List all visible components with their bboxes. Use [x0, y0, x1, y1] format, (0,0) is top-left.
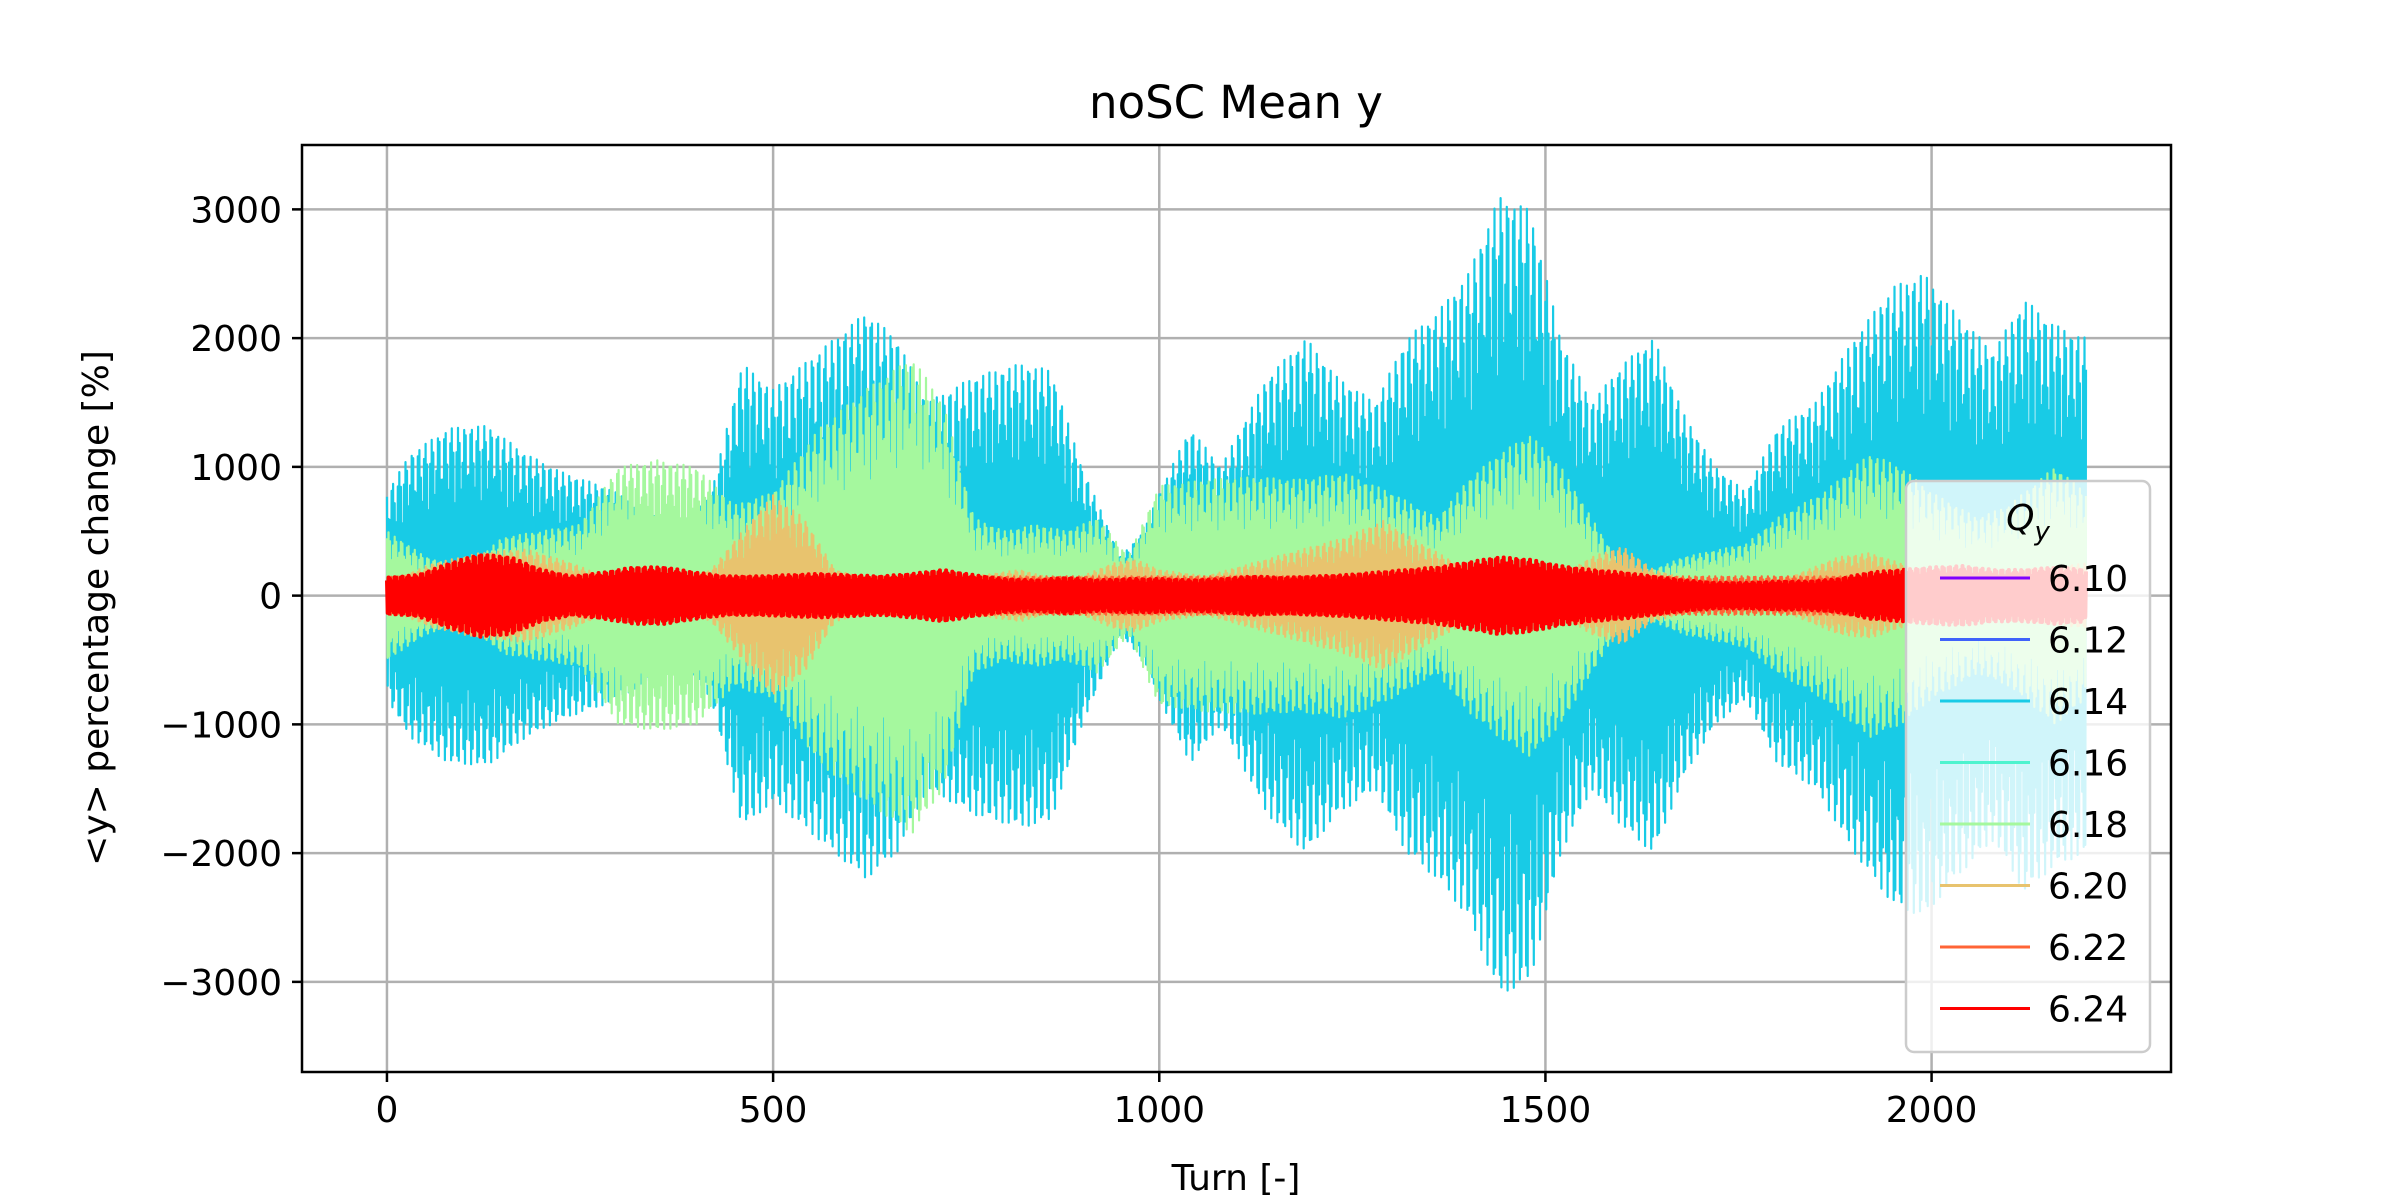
series-line-6-24 — [385, 553, 2088, 639]
x-tick-label: 0 — [376, 1090, 399, 1131]
chart-title: noSC Mean y — [1089, 76, 1383, 129]
x-tick-label: 1000 — [1113, 1090, 1205, 1131]
x-tick-label: 2000 — [1886, 1090, 1978, 1131]
y-tick-label: 1000 — [190, 448, 282, 489]
x-tick-label: 500 — [739, 1090, 808, 1131]
y-tick-label: −1000 — [160, 705, 282, 746]
legend-entry-label: 6.22 — [2048, 928, 2128, 969]
axis-ticks: 0 500 1000 1500 2000 −3000 −2000 −1000 0 1000 2000… — [160, 190, 1977, 1131]
legend-entry-label: 6.24 — [2048, 990, 2128, 1031]
y-tick-label: −2000 — [160, 834, 282, 875]
legend: Qy 6.10 6.12 6.14 6.16 6.18 6.20 6.22 6.24 — [1904, 479, 2152, 1054]
legend-entries: 6.10 6.12 6.14 6.16 6.18 6.20 6.22 6.24 — [1940, 559, 2128, 1031]
legend-entry-label: 6.20 — [2048, 867, 2128, 908]
y-axis-label: <y> percentage change [%] — [76, 350, 117, 866]
legend-entry-label: 6.10 — [2048, 559, 2128, 600]
legend-entry-label: 6.12 — [2048, 621, 2128, 662]
legend-title-sub: y — [2033, 517, 2050, 547]
series-group — [385, 197, 2088, 992]
legend-entry-label: 6.18 — [2048, 805, 2128, 846]
y-tick-label: −3000 — [160, 963, 282, 1004]
legend-entry-label: 6.14 — [2048, 682, 2128, 723]
legend-title-base: Q — [2006, 498, 2034, 539]
y-tick-label: 3000 — [190, 190, 282, 231]
plot-frame — [300, 143, 2173, 1074]
legend-entry-label: 6.16 — [2048, 744, 2128, 785]
x-tick-label: 1500 — [1500, 1090, 1592, 1131]
legend-box — [1904, 479, 2152, 1054]
legend-title: Qy — [2006, 498, 2050, 547]
x-axis-label: Turn [-] — [1171, 1158, 1301, 1199]
y-tick-label: 0 — [259, 577, 282, 618]
y-tick-label: 2000 — [190, 319, 282, 360]
plot-area — [385, 197, 2088, 992]
